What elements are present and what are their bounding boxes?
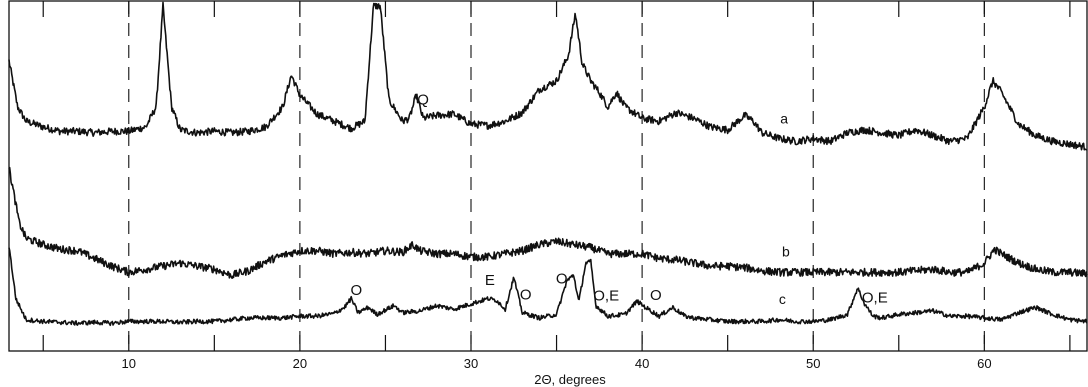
peak-annotation-5: O,E	[593, 288, 619, 305]
peak-annotations: a b c Q O E O O O,E O O,E	[351, 91, 888, 307]
tick-label-30: 30	[464, 356, 478, 371]
trace-b	[8, 166, 1088, 279]
curve-label-a: a	[780, 110, 788, 126]
peak-annotation-2: E	[485, 272, 495, 289]
trace-c	[8, 247, 1088, 327]
peak-annotation-6: O	[650, 287, 662, 304]
curve-label-c: c	[779, 291, 786, 307]
plot-frame	[8, 0, 1088, 352]
peak-annotation-4: O	[556, 271, 568, 288]
traces	[8, 1, 1088, 327]
peak-annotation-0: Q	[417, 91, 429, 108]
x-ticks: 10 20 30 40 50 60	[42, 1, 1071, 371]
tick-label-50: 50	[806, 356, 820, 371]
gridlines	[128, 1, 985, 351]
peak-annotation-3: O	[520, 287, 532, 304]
tick-label-40: 40	[635, 356, 649, 371]
tick-label-10: 10	[122, 356, 136, 371]
peak-annotation-7: O,E	[862, 290, 888, 307]
tick-label-20: 20	[293, 356, 307, 371]
curve-label-b: b	[782, 243, 790, 259]
tick-label-60: 60	[977, 356, 991, 371]
trace-a	[8, 1, 1088, 151]
peak-annotation-1: O	[351, 282, 363, 299]
x-axis-label: 2Θ, degrees	[534, 372, 606, 387]
